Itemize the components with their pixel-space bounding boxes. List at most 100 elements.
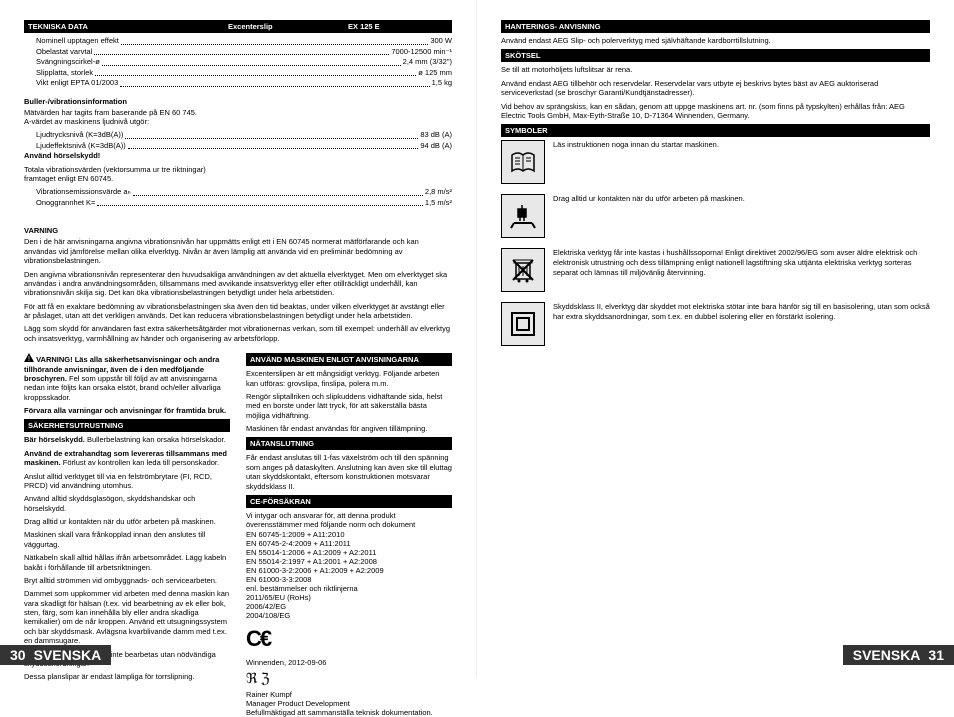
warn-store: Förvara alla varningar och anvisningar f… [24, 406, 230, 415]
warning-heading: VARNING [24, 226, 452, 235]
tech-rows: Nominell upptagen effekt 300 WObelastat v… [24, 36, 452, 89]
row-value: 94 dB (A) [420, 141, 452, 152]
standard-line: EN 61000-3-3:2008 [246, 575, 452, 584]
warning-para: Lägg som skydd för användaren fast extra… [24, 324, 452, 343]
symbols-header: SYMBOLER [501, 124, 930, 137]
page-number-right: SVENSKA 31 [843, 645, 954, 665]
wear-earprotection: Använd hörselskydd! [24, 151, 452, 160]
mains-p: Får endast anslutas till 1-fas växelströ… [246, 453, 452, 491]
page-lang: SVENSKA [34, 647, 102, 663]
row-value: 1,5 m/s² [425, 198, 452, 209]
unplug-icon [501, 194, 545, 238]
data-row: Onoggrannhet K= 1,5 m/s² [36, 198, 452, 209]
row-label: Svängningscirkel-ø [36, 57, 100, 68]
directive-line: 2004/108/EG [246, 611, 452, 620]
col1-para: Bryt alltid strömmen vid ombyggnads- och… [24, 576, 230, 585]
vib-para: Totala vibrationsvärden (vektorsumma ur … [24, 165, 452, 184]
tech-data-header: TEKNISKA DATA Excenterslip EX 125 E [24, 20, 452, 33]
signature-icon: ℜ ℨ [246, 671, 452, 688]
weee-bin-icon [501, 248, 545, 292]
warning-para: För att få en exaktare bedömning av vibr… [24, 302, 452, 321]
care-p1: Se till att motorhöljets luftslitsar är … [501, 65, 930, 74]
directives-list: 2011/65/EU (RoHs)2006/42/EG2004/108/EG [246, 593, 452, 620]
row-label: Onoggrannhet K= [36, 198, 95, 209]
ce-mark-icon: C€ [246, 626, 452, 652]
care-header: SKÖTSEL [501, 49, 930, 62]
class-ii-icon [501, 302, 545, 346]
noise-para: Mätvärden har tagits fram baserande på E… [24, 108, 452, 127]
care-p3: Vid behov av sprängskiss, kan en sådan, … [501, 102, 930, 121]
sym4-text: Skyddsklass II, elverktyg där skyddet mo… [553, 302, 930, 322]
standard-line: EN 55014-1:2006 + A1:2009 + A2:2011 [246, 548, 452, 557]
row-value: 2,4 mm (3/32") [403, 57, 452, 68]
page-lang-r: SVENSKA [853, 647, 921, 663]
col1-para: Anslut alltid verktyget till via en fels… [24, 472, 230, 491]
sig-name: Rainer Kumpf [246, 690, 452, 699]
use-p2: Rengör sliptallriken och slipkuddens vid… [246, 392, 452, 420]
standards-list: EN 60745-1:2009 + A11:2010EN 60745-2-4:2… [246, 530, 452, 584]
page-num-r: 31 [928, 647, 944, 663]
col1-para: Drag alltid ur kontakten när du utför ar… [24, 517, 230, 526]
col1-para: Nätkabeln skall alltid hållas ifrån arbe… [24, 553, 230, 572]
tech-col2: Excenterslip [228, 22, 348, 31]
standard-line: EN 60745-2-4:2009 + A11:2011 [246, 539, 452, 548]
row-value: ø 125 mm [418, 68, 452, 79]
data-row: Slipplatta, storlekø 125 mm [36, 68, 452, 79]
ce-p6: enl. bestämmelser och riktlinjerna [246, 584, 452, 593]
use-p1: Excenterslipen är ett mångsidigt verktyg… [246, 369, 452, 388]
ce-date: Winnenden, 2012-09-06 [246, 658, 452, 667]
data-row: Vikt enligt EPTA 01/20031,5 kg [36, 78, 452, 89]
directive-line: 2006/42/EG [246, 602, 452, 611]
use-p3: Maskinen får endast användas för angiven… [246, 424, 452, 433]
noise-rows: Ljudtrycksnivå (K=3dB(A))83 dB (A)Ljudef… [24, 130, 452, 151]
data-row: Nominell upptagen effekt 300 W [36, 36, 452, 47]
row-value: 2,8 m/s² [425, 187, 452, 198]
tech-col3: EX 125 E [348, 22, 448, 31]
col1-para: Använd alltid skyddsglasögon, skyddshand… [24, 494, 230, 513]
data-row: Vibrationsemissionsvärde aₕ 2,8 m/s² [36, 187, 452, 198]
sym3-text: Elektriska verktyg får inte kastas i hus… [553, 248, 930, 277]
page-number-left: 30 SVENSKA [0, 645, 111, 665]
mains-header: NÄTANSLUTNING [246, 437, 452, 450]
standard-line: EN 55014-2:1997 + A1:2001 + A2:2008 [246, 557, 452, 566]
standard-line: EN 60745-1:2009 + A11:2010 [246, 530, 452, 539]
row-value: 83 dB (A) [420, 130, 452, 141]
page-right: HANTERINGS- ANVISNING Använd endast AEG … [477, 0, 954, 677]
warning-triangle-icon: ! [24, 353, 34, 362]
symbol-row-3: Elektriska verktyg får inte kastas i hus… [501, 248, 930, 292]
data-row: Ljudtrycksnivå (K=3dB(A))83 dB (A) [36, 130, 452, 141]
row-label: Vibrationsemissionsvärde aₕ [36, 187, 131, 198]
col1-para: Dammet som uppkommer vid arbeten med den… [24, 589, 230, 645]
row-label: Ljudeffektsnivå (K=3dB(A)) [36, 141, 126, 152]
noise-heading: Buller-/vibrationsinformation [24, 97, 452, 106]
standard-line: EN 61000-3-2:2006 + A1:2009 + A2:2009 [246, 566, 452, 575]
column-2: ANVÄND MASKINEN ENLIGT ANVISNINGARNA Exc… [246, 353, 452, 717]
handling-header: HANTERINGS- ANVISNING [501, 20, 930, 33]
handling-p1: Använd endast AEG Slip- och polerverktyg… [501, 36, 930, 45]
row-value: 7000-12500 min⁻¹ [391, 47, 452, 58]
safety-bold-paras: Bär hörselskydd. Bullerbelastning kan or… [24, 435, 230, 467]
warning-para: Den angivna vibrationsnivån representera… [24, 270, 452, 298]
warning-para: Den i de här anvisningarna angivna vibra… [24, 237, 452, 265]
warning-box: ! VARNING! Läs alla säkerhetsanvisningar… [24, 353, 230, 402]
sym2-text: Drag alltid ur kontakten när du utför ar… [553, 194, 930, 204]
use-header: ANVÄND MASKINEN ENLIGT ANVISNINGARNA [246, 353, 452, 366]
sec-para: Bär hörselskydd. Bullerbelastning kan or… [24, 435, 230, 444]
sig-title: Manager Product Development [246, 699, 452, 708]
vib-rows: Vibrationsemissionsvärde aₕ2,8 m/s²Onogg… [24, 187, 452, 208]
read-manual-icon [501, 140, 545, 184]
page-num: 30 [10, 647, 26, 663]
symbol-row-4: Skyddsklass II, elverktyg där skyddet mo… [501, 302, 930, 346]
row-label: Nominell upptagen effekt [36, 36, 119, 47]
safety-equip-header: SÄKERHETSUTRUSTNING [24, 419, 230, 432]
care-p2: Använd endast AEG tillbehör och reservde… [501, 79, 930, 98]
symbol-row-2: Drag alltid ur kontakten när du utför ar… [501, 194, 930, 238]
directive-line: 2011/65/EU (RoHs) [246, 593, 452, 602]
row-value: 1,5 kg [432, 78, 452, 89]
data-row: Obelastat varvtal7000-12500 min⁻¹ [36, 47, 452, 58]
ce-intro: Vi intygar och ansvarar för, att denna p… [246, 511, 452, 530]
page-left: TEKNISKA DATA Excenterslip EX 125 E Nomi… [0, 0, 477, 677]
symbol-row-1: Läs instruktionen noga innan du startar … [501, 140, 930, 184]
row-value: 300 W [430, 36, 452, 47]
data-row: Svängningscirkel-ø 2,4 mm (3/32") [36, 57, 452, 68]
